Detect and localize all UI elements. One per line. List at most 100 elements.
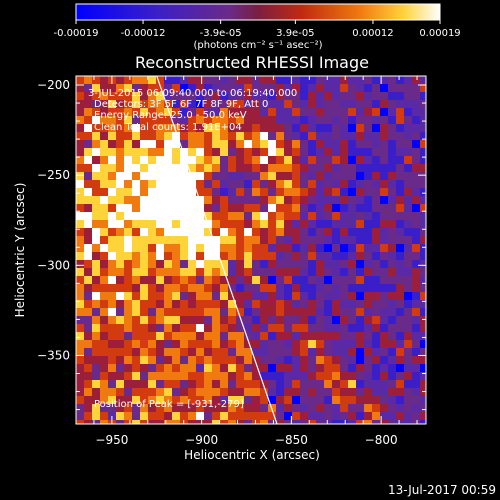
heatmap-cell (284, 420, 292, 424)
heatmap-cell (108, 196, 116, 204)
heatmap-cell (420, 348, 426, 356)
heatmap-cell (292, 172, 300, 180)
heatmap-cell (188, 76, 196, 84)
heatmap-cell (292, 116, 300, 124)
heatmap-cell (268, 252, 276, 260)
heatmap-cell (316, 404, 324, 412)
heatmap-cell (308, 372, 316, 380)
heatmap-cell (276, 204, 284, 212)
heatmap-cell (84, 396, 92, 404)
heatmap-cell (348, 108, 356, 116)
heatmap-cell (388, 188, 396, 196)
heatmap-cell (212, 92, 220, 100)
heatmap-cell (100, 228, 108, 236)
heatmap-cell (164, 252, 172, 260)
heatmap-cell (180, 404, 188, 412)
heatmap-cell (260, 396, 268, 404)
heatmap-cell (204, 268, 212, 276)
heatmap-cell (292, 284, 300, 292)
heatmap-cell (84, 420, 92, 424)
heatmap-cell (132, 188, 140, 196)
heatmap-cell (188, 140, 196, 148)
heatmap-cell (156, 404, 164, 412)
heatmap-cell (164, 76, 172, 84)
heatmap-cell (188, 244, 196, 252)
heatmap-cell (92, 244, 100, 252)
heatmap-cell (188, 276, 196, 284)
heatmap-cell (244, 404, 252, 412)
heatmap-cell (236, 228, 244, 236)
heatmap-cell (196, 404, 204, 412)
heatmap-cell (188, 332, 196, 340)
heatmap-cell (396, 116, 404, 124)
heatmap-cell (268, 204, 276, 212)
heatmap-cell (148, 124, 156, 132)
heatmap-cell (372, 284, 380, 292)
heatmap-cell (340, 196, 348, 204)
heatmap-cell (100, 356, 108, 364)
heatmap-cell (220, 364, 228, 372)
heatmap-cell (284, 236, 292, 244)
heatmap-cell (260, 116, 268, 124)
heatmap-cell (252, 116, 260, 124)
heatmap-cell (84, 308, 92, 316)
heatmap-cell (420, 412, 426, 420)
heatmap-cell (252, 396, 260, 404)
heatmap-cell (116, 292, 124, 300)
heatmap-cell (332, 244, 340, 252)
heatmap-cell (332, 140, 340, 148)
heatmap-cell (388, 76, 396, 84)
heatmap-cell (124, 92, 132, 100)
heatmap-cell (204, 356, 212, 364)
heatmap-cell (324, 324, 332, 332)
heatmap-cell (332, 236, 340, 244)
heatmap-cell (228, 324, 236, 332)
heatmap-cell (244, 212, 252, 220)
heatmap-cell (212, 228, 220, 236)
heatmap-cell (364, 356, 372, 364)
heatmap-cell (348, 260, 356, 268)
heatmap-cell (332, 180, 340, 188)
heatmap-cell (140, 348, 148, 356)
heatmap-cell (124, 364, 132, 372)
heatmap-cell (268, 100, 276, 108)
heatmap-cell (172, 340, 180, 348)
heatmap-cell (148, 76, 156, 84)
heatmap-cell (308, 284, 316, 292)
heatmap-cell (180, 348, 188, 356)
heatmap-cell (148, 300, 156, 308)
heatmap-cell (140, 404, 148, 412)
heatmap-cell (140, 236, 148, 244)
heatmap-cell (300, 252, 308, 260)
heatmap-cell (196, 140, 204, 148)
heatmap-cell (324, 180, 332, 188)
heatmap-cell (188, 204, 196, 212)
heatmap-cell (100, 204, 108, 212)
heatmap-cell (124, 404, 132, 412)
heatmap-cell (420, 292, 426, 300)
heatmap-cell (372, 196, 380, 204)
heatmap-cell (220, 116, 228, 124)
heatmap-cell (332, 364, 340, 372)
heatmap-cell (404, 132, 412, 140)
heatmap-cell (116, 124, 124, 132)
heatmap-cell (300, 412, 308, 420)
heatmap-cell (372, 372, 380, 380)
heatmap-cell (204, 84, 212, 92)
heatmap-cell (260, 236, 268, 244)
heatmap-cell (364, 204, 372, 212)
colorbar-tick-label: -0.00012 (121, 28, 166, 39)
heatmap-cell (412, 124, 420, 132)
heatmap-cell (100, 276, 108, 284)
heatmap-cell (268, 340, 276, 348)
heatmap-cell (188, 412, 196, 420)
heatmap-cell (356, 172, 364, 180)
heatmap-cell (116, 412, 124, 420)
heatmap-cell (308, 92, 316, 100)
heatmap-cell (300, 212, 308, 220)
heatmap-cell (196, 220, 204, 228)
heatmap-cell (284, 84, 292, 92)
heatmap-cell (308, 236, 316, 244)
heatmap-cell (116, 268, 124, 276)
heatmap-cell (236, 404, 244, 412)
